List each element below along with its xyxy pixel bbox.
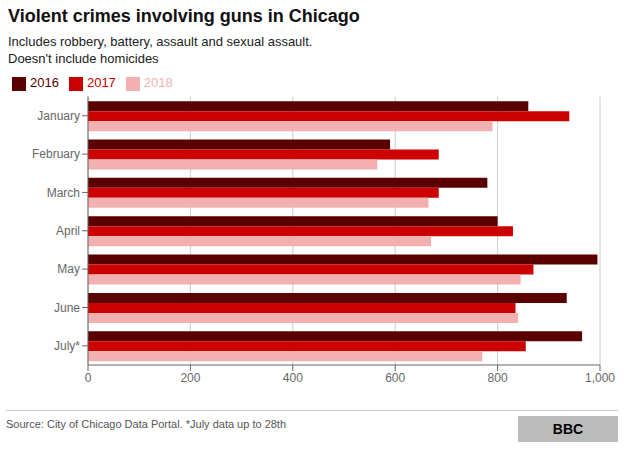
svg-text:400: 400: [283, 371, 303, 385]
svg-text:1,000: 1,000: [585, 371, 615, 385]
html-text:2016: 2016: [30, 75, 59, 90]
html-text:Violent crimes involving guns: Violent crimes involving guns in Chicago: [8, 6, 360, 26]
svg-text:200: 200: [180, 371, 200, 385]
html-text:Includes robbery, battery, ass: Includes robbery, battery, assault and s…: [8, 34, 313, 66]
svg-text:0: 0: [85, 371, 92, 385]
svg-text:April: April: [56, 224, 80, 238]
svg-text:March: March: [47, 186, 80, 200]
svg-text:July*: July*: [54, 339, 80, 353]
html-text:Source: City of Chicago Data P: Source: City of Chicago Data Portal. *Ju…: [6, 418, 286, 430]
html-text:2017: 2017: [86, 75, 116, 90]
svg-text:800: 800: [488, 371, 508, 385]
svg-text:May: May: [57, 262, 80, 276]
svg-text:June: June: [54, 301, 80, 315]
html-text:BBC: BBC: [552, 421, 584, 437]
html-text:2018: 2018: [143, 75, 173, 90]
svg-text:February: February: [32, 147, 80, 161]
svg-text:600: 600: [385, 371, 405, 385]
svg-text:January: January: [37, 109, 80, 123]
